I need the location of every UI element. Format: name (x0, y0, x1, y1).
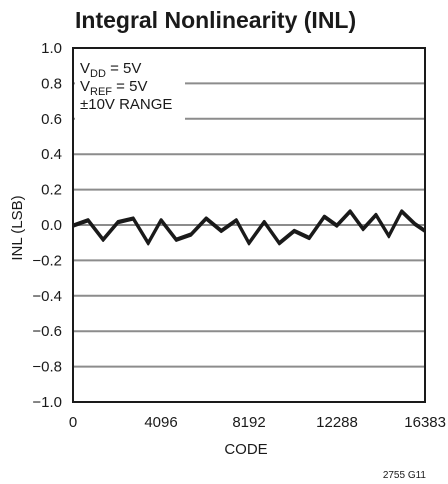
x-tick-labels: 0 4096 8192 12288 16383 (69, 414, 446, 431)
y-tick-label: −0.2 (32, 252, 62, 269)
y-tick-labels: 1.0 0.8 0.6 0.4 0.2 0.0 −0.2 −0.4 −0.6 −0.8 −1.0 (32, 40, 62, 411)
y-axis-label: INL (LSB) (9, 195, 26, 260)
y-tick-label: 0.4 (41, 146, 62, 163)
inl-trace-band (72, 211, 426, 246)
series-layer (72, 209, 426, 246)
y-tick-label: −1.0 (32, 394, 62, 411)
conditions-background (75, 50, 185, 122)
figure-id: 2755 G11 (383, 470, 427, 481)
y-tick-label: −0.6 (32, 323, 62, 340)
x-tick-label: 4096 (144, 414, 177, 431)
x-tick-label: 12288 (316, 414, 358, 431)
x-axis-label: CODE (224, 441, 267, 458)
y-tick-label: 0.2 (41, 182, 62, 199)
x-tick-label: 8192 (232, 414, 265, 431)
y-tick-label: 0.0 (41, 217, 62, 234)
plot-border (72, 47, 426, 403)
y-tick-label: −0.4 (32, 288, 62, 305)
inl-trace (72, 209, 426, 245)
x-tick-label: 0 (69, 414, 77, 431)
chart-title: Integral Nonlinearity (INL) (75, 7, 356, 33)
y-tick-label: 0.8 (41, 75, 62, 92)
condition-label: VREF = 5V (80, 78, 147, 98)
plot-frame (72, 47, 426, 403)
x-tick-label: 16383 (404, 414, 446, 431)
y-tick-label: 1.0 (41, 40, 62, 57)
condition-label: ±10V RANGE (80, 96, 172, 113)
y-tick-label: −0.8 (32, 359, 62, 376)
condition-label: VDD = 5V (80, 60, 141, 80)
y-tick-label: 0.6 (41, 111, 62, 128)
